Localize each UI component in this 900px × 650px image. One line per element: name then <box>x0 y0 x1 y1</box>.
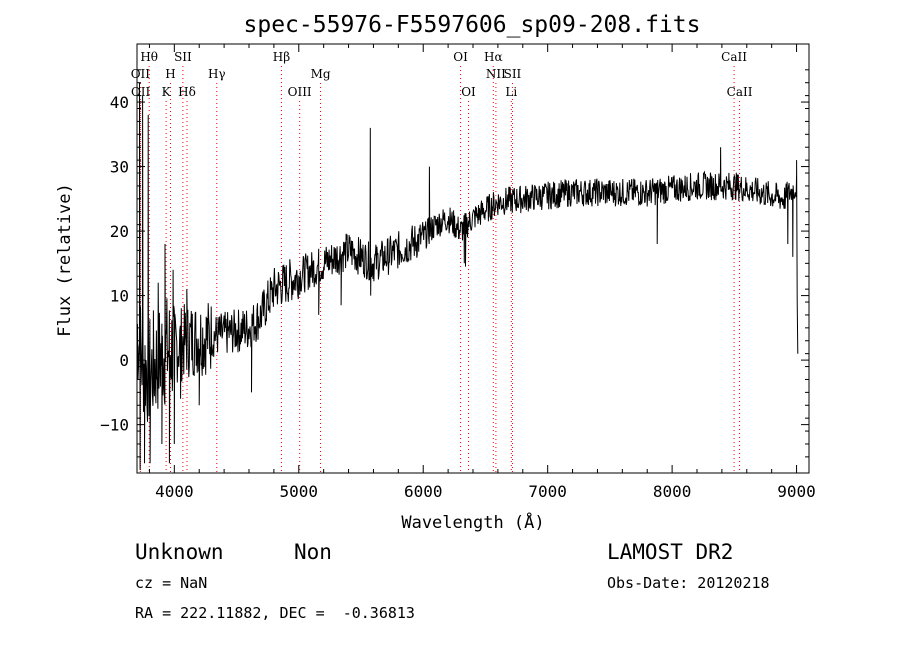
redshift-value: cz = NaN <box>135 574 208 592</box>
line-label: Hβ <box>273 50 290 64</box>
line-label: Hθ <box>140 50 158 64</box>
y-axis-label: Flux (relative) <box>55 183 75 337</box>
line-label: OII <box>131 67 151 81</box>
line-label: H <box>165 67 175 81</box>
y-axis-ticks: −10 0 10 20 30 40 <box>100 69 809 458</box>
x-axis-ticks: 4000 5000 6000 7000 8000 9000 <box>148 44 816 501</box>
line-label: CaII <box>727 85 753 99</box>
y-tick-label: 10 <box>110 287 129 306</box>
observation-date: Obs-Date: 20120218 <box>607 574 770 592</box>
line-label: Li <box>505 85 517 99</box>
line-label: CaII <box>721 50 747 64</box>
x-tick-label: 9000 <box>777 482 816 501</box>
survey-name: LAMOST DR2 <box>607 540 734 564</box>
line-label: NII <box>486 67 506 81</box>
y-tick-label: 40 <box>110 93 129 112</box>
x-axis-label: Wavelength (Å) <box>401 511 544 533</box>
line-label: Hδ <box>178 85 196 99</box>
line-label: SII <box>504 67 522 81</box>
x-tick-label: 5000 <box>280 482 319 501</box>
line-label: OIII <box>288 85 312 99</box>
x-tick-label: 7000 <box>528 482 567 501</box>
line-label: K <box>162 85 172 99</box>
line-label: Hγ <box>208 67 226 81</box>
line-label: SII <box>174 50 192 64</box>
line-label: OI <box>461 85 476 99</box>
x-tick-label: 8000 <box>653 482 692 501</box>
emission-line-labels: Hθ OII OII SII HK Hδ Hγ Hβ OIII Mg OI OI Hα NII Li SII C… <box>131 50 753 99</box>
x-tick-label: 4000 <box>155 482 194 501</box>
y-tick-label: 20 <box>110 222 129 241</box>
object-class: Unknown <box>135 540 224 564</box>
emission-line-markers <box>139 66 741 473</box>
sky-coordinates: RA = 222.11882, DEC = -0.36813 <box>135 604 415 622</box>
spectrum-line <box>136 82 799 470</box>
plot-frame <box>136 43 810 474</box>
y-tick-label: 30 <box>110 158 129 177</box>
x-tick-label: 6000 <box>404 482 443 501</box>
line-label: Mg <box>311 67 331 81</box>
y-tick-label: 0 <box>119 351 129 370</box>
line-label: OI <box>453 50 468 64</box>
line-label: Hα <box>484 50 503 64</box>
y-tick-label: −10 <box>100 416 129 435</box>
object-subclass: Non <box>294 540 332 564</box>
line-label: OII <box>131 85 151 99</box>
chart-title: spec-55976-F5597606_sp09-208.fits <box>244 12 701 38</box>
